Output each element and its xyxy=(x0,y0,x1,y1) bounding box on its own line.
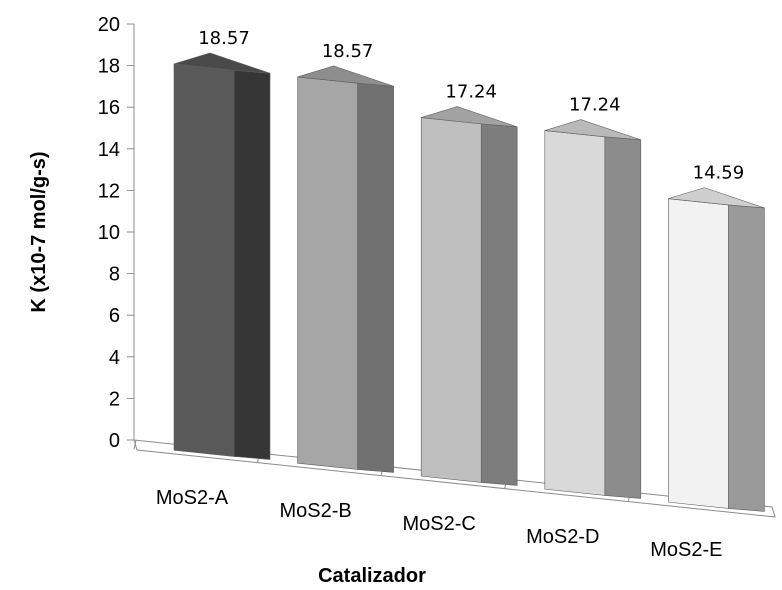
bar-top-face xyxy=(297,65,394,87)
y-tick-label: 16 xyxy=(98,97,120,119)
bar xyxy=(420,106,518,486)
bar-front-face xyxy=(668,198,729,509)
x-category-label: MoS2-C xyxy=(403,513,476,535)
bar-side-face xyxy=(604,136,642,499)
labels-layer: 18.57 MoS2-A 18.57 MoS2-B 17.24 MoS2-C 17.24 Mo… xyxy=(156,28,744,561)
y-tick-label: 4 xyxy=(109,347,120,369)
x-category-label: MoS2-A xyxy=(156,487,229,509)
y-tick-label: 18 xyxy=(98,56,120,78)
bar-value-label: 18.57 xyxy=(322,41,374,62)
bar-value-label: 17.24 xyxy=(569,95,621,116)
bar-top-face xyxy=(668,187,765,209)
y-tick-label: 8 xyxy=(109,264,120,286)
bar-side-face xyxy=(728,204,765,512)
bar-front-face xyxy=(420,117,482,483)
x-axis-title: Catalizador xyxy=(318,565,426,587)
x-category-label: MoS2-B xyxy=(279,500,351,522)
y-tick-label: 6 xyxy=(109,305,120,327)
y-axis-title: K (x10-7 mol/g-s) xyxy=(28,151,50,312)
bar-top-face xyxy=(544,119,641,141)
bar-front-face xyxy=(544,130,606,496)
x-category-label: MoS2-D xyxy=(526,526,599,548)
bar-top-face xyxy=(421,106,518,128)
bar xyxy=(668,187,765,512)
bar-side-face xyxy=(233,69,271,460)
y-tick-label: 12 xyxy=(98,180,120,202)
y-tick-label: 10 xyxy=(98,222,120,244)
y-tick-label: 2 xyxy=(109,388,120,410)
bar-front-face xyxy=(173,63,235,457)
bar-side-face xyxy=(357,82,394,473)
y-tick-label: 14 xyxy=(98,139,120,161)
y-tick-label: 0 xyxy=(109,430,120,452)
bar xyxy=(544,119,642,499)
bar-side-face xyxy=(480,123,518,486)
bar-front-face xyxy=(297,76,358,470)
bar-value-label: 17.24 xyxy=(445,82,497,103)
y-tick-label: 20 xyxy=(98,14,120,36)
bar-value-label: 14.59 xyxy=(693,163,745,184)
x-category-label: MoS2-E xyxy=(650,539,722,561)
bar-value-label: 18.57 xyxy=(198,28,250,49)
bar-top-face xyxy=(173,52,271,74)
bar xyxy=(173,52,271,460)
bar xyxy=(297,65,394,473)
x-tick-mark xyxy=(133,440,137,450)
bars-layer xyxy=(173,52,765,512)
